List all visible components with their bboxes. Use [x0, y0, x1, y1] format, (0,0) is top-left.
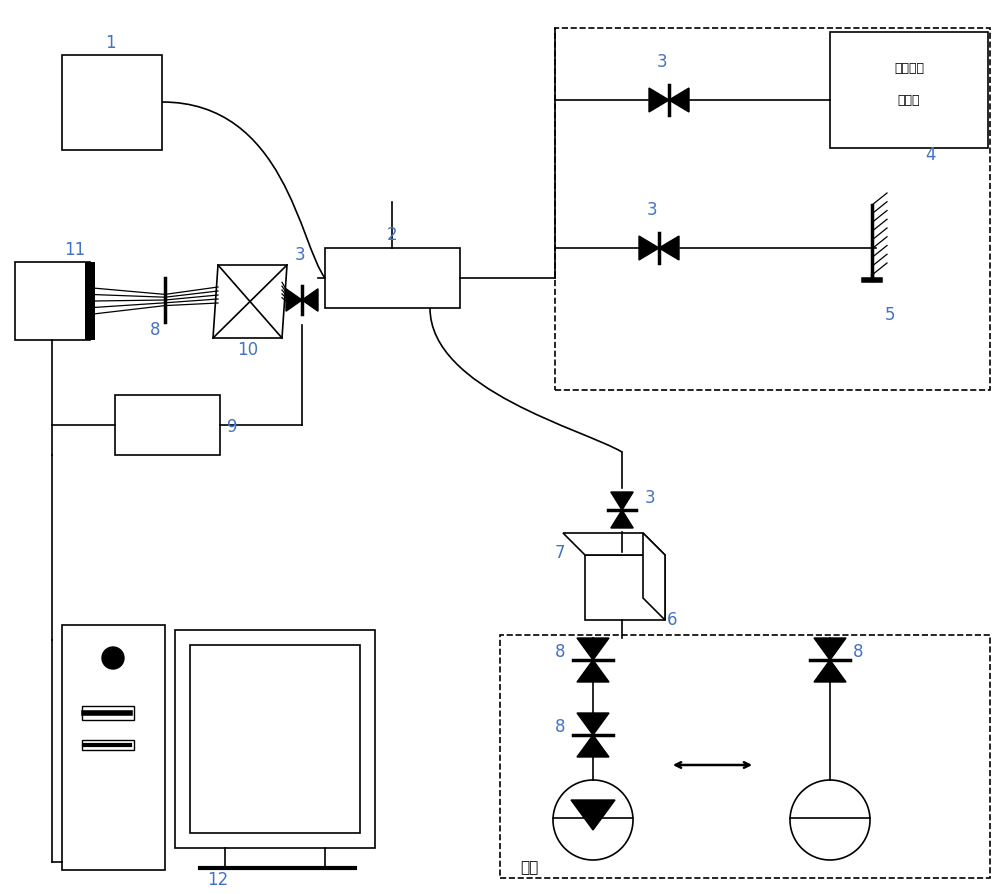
Bar: [62, 625, 165, 870]
Polygon shape: [659, 236, 679, 260]
Circle shape: [553, 780, 633, 860]
Text: 4: 4: [925, 146, 935, 164]
Bar: [82, 740, 134, 750]
Text: 7: 7: [555, 544, 565, 562]
Polygon shape: [643, 533, 665, 620]
Bar: [190, 645, 360, 833]
Text: 2: 2: [387, 226, 397, 244]
Text: 3: 3: [645, 489, 655, 507]
Circle shape: [102, 647, 124, 669]
Bar: [82, 706, 134, 720]
Bar: [830, 32, 988, 148]
Polygon shape: [577, 735, 609, 757]
Text: 光学延迟: 光学延迟: [894, 62, 924, 74]
Text: 8: 8: [150, 321, 160, 339]
Text: 5: 5: [885, 306, 895, 324]
Polygon shape: [577, 638, 609, 660]
Polygon shape: [563, 533, 665, 555]
Bar: [500, 635, 990, 878]
Polygon shape: [611, 510, 633, 528]
Polygon shape: [814, 638, 846, 660]
Text: 8: 8: [555, 643, 565, 661]
Bar: [15, 262, 90, 340]
Text: 1: 1: [105, 34, 115, 52]
Polygon shape: [302, 289, 318, 311]
Polygon shape: [577, 713, 609, 735]
Text: 12: 12: [207, 871, 229, 889]
Text: 眼睛: 眼睛: [520, 861, 538, 875]
Polygon shape: [286, 289, 302, 311]
Polygon shape: [814, 660, 846, 682]
Circle shape: [790, 780, 870, 860]
Bar: [85, 262, 95, 340]
Bar: [62, 55, 162, 150]
Polygon shape: [577, 660, 609, 682]
Bar: [325, 248, 460, 308]
Text: 3: 3: [657, 53, 667, 71]
Polygon shape: [213, 265, 287, 338]
Text: 线装置: 线装置: [898, 94, 920, 106]
Text: 10: 10: [237, 341, 259, 359]
Text: 9: 9: [227, 418, 237, 436]
Text: 11: 11: [64, 241, 86, 259]
Bar: [555, 28, 990, 390]
Bar: [175, 630, 375, 848]
Polygon shape: [611, 492, 633, 510]
Text: 8: 8: [555, 718, 565, 736]
Text: 8: 8: [853, 643, 863, 661]
Text: 3: 3: [647, 201, 657, 219]
Polygon shape: [585, 555, 665, 620]
Polygon shape: [639, 236, 659, 260]
Polygon shape: [571, 800, 615, 830]
Bar: [115, 395, 220, 455]
Polygon shape: [649, 88, 669, 112]
Text: 3: 3: [295, 246, 305, 264]
Polygon shape: [669, 88, 689, 112]
Text: 6: 6: [667, 611, 677, 629]
